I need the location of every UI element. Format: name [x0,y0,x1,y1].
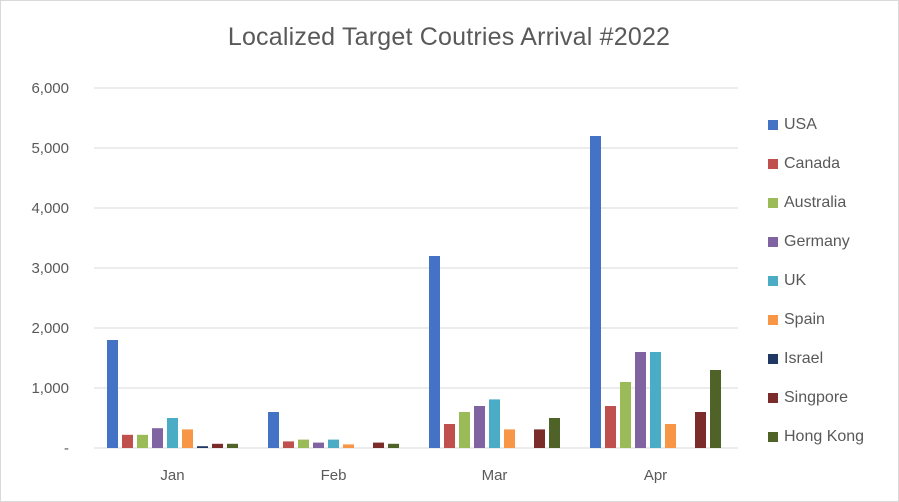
bar-spain-jan [182,429,193,448]
bar-singpore-jan [212,443,223,448]
x-category-label: Mar [482,467,508,484]
bar-australia-jan [137,434,148,448]
bar-usa-apr [590,136,601,448]
legend-item-australia: Australia [768,193,898,213]
bar-uk-mar [489,399,500,448]
legend-item-israel: Israel [768,349,898,369]
chart-title: Localized Target Coutries Arrival #2022 [227,23,671,51]
x-category-label: Apr [644,467,667,484]
legend-label: Germany [784,233,850,250]
bar-israel-jan [197,446,208,448]
bar-germany-jan [152,428,163,448]
legend-swatch [768,120,778,130]
legend-item-uk: UK [768,271,898,291]
bar-australia-apr [620,382,631,448]
bar-uk-feb [328,439,339,448]
legend-swatch [768,237,778,247]
y-tick-label: 2,000 [31,320,69,337]
legend-swatch [768,159,778,169]
bar-canada-jan [122,434,133,448]
bar-germany-mar [474,406,485,448]
bar-uk-apr [650,352,661,448]
bar-canada-mar [444,424,455,448]
bar-usa-jan [107,340,118,448]
legend-label: Hong Kong [784,428,865,445]
bar-germany-apr [635,352,646,448]
bar-uk-jan [167,418,178,448]
bar-canada-apr [605,406,616,448]
legend-label: Australia [784,194,847,211]
x-axis-category-labels: Jan Feb Mar Apr [160,467,667,484]
legend-swatch [768,315,778,325]
legend-item-spain: Spain [768,310,898,330]
legend-label: Singpore [784,389,849,406]
x-category-label: Feb [321,467,347,484]
bar-singpore-mar [534,429,545,448]
bar-hong-kong-mar [549,418,560,448]
bar-hong-kong-jan [227,443,238,448]
y-axis-tick-labels: - 1,000 2,000 3,000 4,000 5,000 6,000 [31,80,69,457]
bar-usa-feb [268,412,279,448]
bar-australia-feb [298,439,309,448]
bar-hong-kong-apr [710,370,721,448]
y-tick-label: 3,000 [31,260,69,277]
bar-singpore-apr [695,412,706,448]
bar-spain-apr [665,424,676,448]
legend-swatch [768,276,778,286]
bar-usa-mar [429,256,440,448]
bar-canada-feb [283,441,294,448]
y-tick-label: 4,000 [31,200,69,217]
legend-label: Spain [784,311,825,328]
legend-item-usa: USA [768,115,898,135]
legend-swatch [768,432,778,442]
bar-singpore-feb [373,442,384,448]
legend-swatch [768,393,778,403]
legend-item-canada: Canada [768,154,898,174]
y-tick-label: 6,000 [31,80,69,97]
x-category-label: Jan [160,467,184,484]
y-tick-label: - [64,440,69,457]
bar-spain-mar [504,429,515,448]
legend-label: USA [784,116,817,133]
legend-item-singpore: Singpore [768,388,898,408]
legend-item-germany: Germany [768,232,898,252]
bars [107,136,721,448]
bar-spain-feb [343,444,354,448]
legend-label: UK [784,272,807,289]
legend-label: Canada [784,155,841,172]
legend-label: Israel [784,350,824,367]
y-tick-label: 5,000 [31,140,69,157]
legend-swatch [768,198,778,208]
bar-australia-mar [459,412,470,448]
legend-item-hong-kong: Hong Kong [768,427,898,447]
y-tick-label: 1,000 [31,380,69,397]
bar-hong-kong-feb [388,443,399,448]
bar-germany-feb [313,442,324,448]
legend-swatch [768,354,778,364]
